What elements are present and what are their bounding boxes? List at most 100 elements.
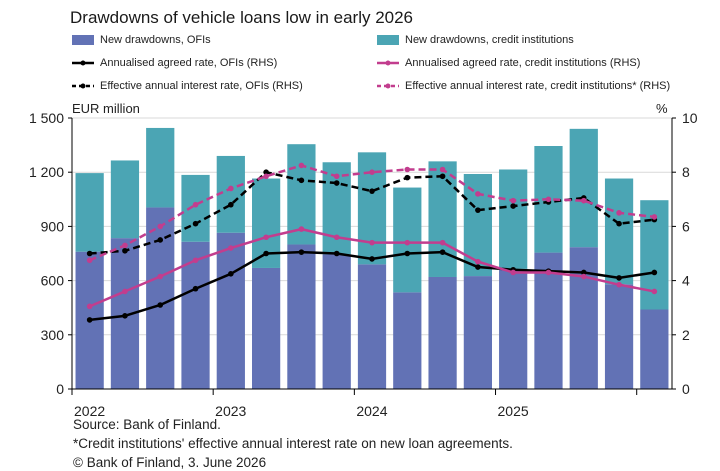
series-point-0: [192, 285, 199, 292]
series-point-0: [651, 269, 658, 276]
series-point-2: [192, 220, 199, 227]
legend-item-eff-ofi: Effective annual interest rate, OFIs (RH…: [72, 80, 303, 92]
series-point-2: [157, 237, 164, 243]
series-point-1: [580, 273, 587, 280]
series-point-1: [86, 303, 93, 310]
bar-credit-institutions: [181, 174, 210, 242]
legend-swatch-eff-ci: [377, 83, 399, 89]
series-point-2: [263, 169, 269, 175]
legend-item-line-ofi: Annualised agreed rate, OFIs (RHS): [72, 57, 277, 69]
left-tick-label: 0: [56, 381, 64, 397]
legend-label: Annualised agreed rate, OFIs (RHS): [100, 57, 278, 69]
left-tick-label: 1 500: [29, 110, 64, 126]
series-point-2: [404, 174, 411, 181]
series-point-3: [228, 185, 234, 192]
series-point-3: [651, 214, 658, 220]
right-tick-label: 0: [682, 381, 690, 397]
series-point-0: [475, 264, 481, 270]
legend-label: Annualised agreed rate, credit instituti…: [405, 57, 641, 69]
series-point-2: [333, 180, 340, 186]
series-point-0: [369, 256, 375, 262]
legend-swatch-bar-ci: [377, 35, 399, 45]
left-axis-label: EUR million: [72, 101, 140, 116]
series-point-0: [263, 250, 269, 257]
series-point-2: [86, 250, 93, 257]
series-point-2: [298, 177, 305, 184]
chart-title: Drawdowns of vehicle loans low in early …: [70, 8, 414, 27]
series-point-3: [122, 242, 128, 249]
series-point-1: [122, 288, 128, 295]
legend-swatch-bar-ofi: [72, 35, 94, 45]
series-point-1: [651, 288, 658, 295]
series-point-0: [86, 317, 93, 323]
legend-swatch-line-ci: [377, 60, 399, 66]
bar-credit-institutions: [604, 178, 634, 285]
left-tick-label: 900: [41, 218, 65, 234]
right-tick-label: 2: [682, 327, 690, 343]
series-point-3: [510, 197, 516, 204]
right-tick-label: 6: [682, 218, 690, 234]
bar-ofi: [499, 268, 528, 389]
bar-credit-institutions: [499, 169, 528, 269]
legend-item-line-ci: Annualised agreed rate, credit instituti…: [377, 57, 640, 69]
bar-ofi: [428, 276, 457, 389]
series-point-2: [122, 247, 128, 254]
series-point-1: [157, 273, 164, 280]
series-point-3: [192, 201, 199, 208]
series-point-3: [439, 166, 446, 173]
series-point-1: [192, 257, 199, 264]
series-point-0: [616, 275, 622, 281]
right-tick-label: 10: [682, 110, 698, 126]
x-year-label: 2024: [356, 403, 387, 419]
legend-item-eff-ci: Effective annual interest rate, credit i…: [377, 80, 670, 92]
bar-ofi: [393, 292, 422, 389]
series-point-3: [333, 173, 340, 180]
bar-ofi: [216, 232, 245, 389]
series-point-1: [369, 239, 375, 246]
series-point-1: [545, 269, 552, 276]
series-point-1: [263, 234, 269, 241]
bar-ofi: [534, 252, 563, 389]
source-note: Source: Bank of Finland.: [73, 417, 221, 432]
series-point-1: [510, 269, 516, 276]
bar-ofi: [357, 264, 387, 389]
legend-item-bar-ci: New drawdowns, credit institutions: [377, 34, 574, 46]
bar-ofi: [463, 276, 492, 389]
right-tick-label: 4: [682, 273, 690, 289]
series-point-2: [439, 173, 446, 180]
series-point-0: [228, 271, 234, 277]
x-year-label: 2022: [74, 403, 105, 419]
x-year-label: 2023: [215, 403, 246, 419]
series-point-0: [157, 302, 164, 308]
series-point-2: [616, 220, 622, 227]
series-point-2: [369, 188, 375, 194]
series-point-2: [228, 201, 234, 208]
series-point-1: [404, 239, 411, 246]
legend-swatch-line-ofi: [72, 60, 94, 66]
bar-credit-institutions: [569, 128, 598, 248]
bar-credit-institutions: [75, 173, 104, 252]
series-point-1: [439, 239, 446, 246]
series-point-3: [545, 196, 552, 203]
series-point-2: [475, 207, 481, 213]
bar-ofi: [252, 267, 281, 389]
series-point-1: [298, 226, 305, 232]
legend-label: Effective annual interest rate, OFIs (RH…: [100, 80, 303, 92]
series-point-3: [404, 166, 411, 173]
bar-credit-institutions: [428, 161, 457, 277]
series-point-1: [616, 281, 622, 288]
series-point-2: [510, 203, 516, 209]
bar-credit-institutions: [357, 152, 387, 265]
series-point-3: [298, 162, 305, 169]
bar-credit-institutions: [146, 127, 175, 208]
series-point-0: [580, 269, 587, 276]
series-point-0: [333, 250, 340, 257]
bar-ofi: [287, 244, 316, 389]
series-point-3: [475, 191, 481, 197]
series-point-0: [122, 313, 128, 319]
left-tick-label: 1 200: [29, 164, 64, 180]
legend-label: New drawdowns, OFIs: [100, 34, 211, 46]
legend-item-bar-ofi: New drawdowns, OFIs: [72, 34, 211, 46]
bar-ofi: [569, 247, 598, 389]
series-point-0: [298, 249, 305, 255]
